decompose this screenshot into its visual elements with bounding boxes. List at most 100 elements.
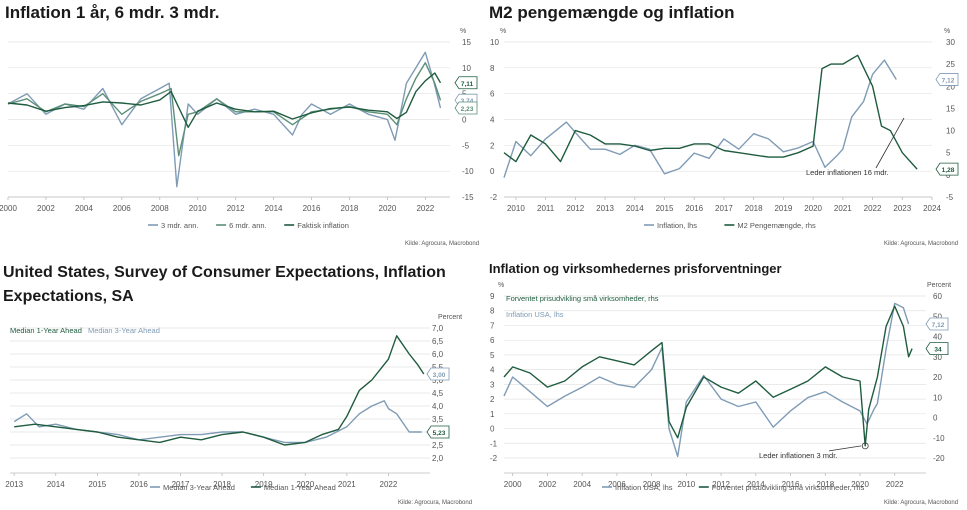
end-value-label: 7,11	[454, 76, 478, 90]
x-tick-label: 2010	[677, 480, 695, 489]
x-tick-label: 2013	[596, 204, 614, 213]
y-tick-label-left: 7	[490, 321, 495, 330]
x-tick-label: 2016	[782, 480, 800, 489]
chart-panel-expectations: United States, Survey of Consumer Expect…	[0, 258, 483, 510]
annotation-arrow	[875, 117, 905, 169]
y-tick-label-left: 8	[490, 307, 495, 316]
end-value-label: 2,23	[454, 101, 478, 115]
end-value-box	[454, 76, 478, 90]
x-tick-label: 2016	[130, 480, 148, 489]
annotation-text: Leder inflationen 3 mdr.	[759, 451, 837, 460]
chart-title: Inflation og virksomhedernes prisforvent…	[489, 261, 782, 276]
x-tick-label: 2015	[656, 204, 674, 213]
series-line	[7, 62, 442, 157]
chart-title: Inflation 1 år, 6 mdr. 3 mdr.	[5, 3, 220, 22]
end-value-box	[426, 367, 450, 381]
y-unit-label-right: %	[944, 28, 950, 35]
x-tick-label: 2024	[923, 204, 941, 213]
y-tick-label-left: 3	[490, 380, 495, 389]
y-tick-label: 2,5	[432, 441, 444, 450]
x-tick-label: 2015	[88, 480, 106, 489]
x-tick-label: 2021	[834, 204, 852, 213]
x-tick-label: 2014	[265, 204, 283, 213]
y-tick-label-left: -2	[490, 454, 498, 463]
y-tick-label-left: -1	[490, 439, 498, 448]
x-tick-label: 2014	[747, 480, 765, 489]
line-chart: 7,06,56,05,55,04,54,03,53,02,52,0Percent…	[5, 314, 462, 492]
end-value-text: 5,23	[433, 430, 446, 437]
x-tick-label: 2004	[75, 204, 93, 213]
y-tick-label: 6,5	[432, 337, 444, 346]
chart-title: United States, Survey of Consumer Expect…	[3, 264, 446, 305]
end-value-text: 34	[934, 347, 942, 354]
x-tick-label: 2006	[608, 480, 626, 489]
chart-source: Kilde: Agrocura, Macrobond	[884, 500, 959, 506]
end-value-text: 7,12	[932, 322, 945, 329]
chart-title: M2 pengemængde og inflation	[489, 3, 735, 22]
inplot-legend-label: Median 1-Year Ahead	[10, 326, 82, 335]
x-tick-label: 2010	[189, 204, 207, 213]
x-tick-label: 2012	[566, 204, 584, 213]
x-tick-label: 2002	[539, 480, 557, 489]
y-tick-label-right: 50	[933, 312, 942, 321]
y-tick-label-left: 10	[490, 38, 499, 47]
end-value-box	[925, 317, 949, 331]
x-tick-label: 2018	[213, 480, 231, 489]
end-value-box	[925, 342, 949, 356]
y-tick-label: -5	[462, 141, 470, 150]
x-tick-label: 2006	[113, 204, 131, 213]
y-tick-label-right: -5	[946, 193, 954, 202]
end-value-text: 2,23	[461, 106, 474, 113]
x-tick-label: 2022	[416, 204, 434, 213]
end-value-box	[454, 101, 478, 115]
y-tick-label-right: 30	[933, 353, 942, 362]
x-tick-label: 2016	[303, 204, 321, 213]
x-tick-label: 2002	[37, 204, 55, 213]
y-tick-label-left: 2	[490, 141, 495, 150]
end-value-label: 7,12	[935, 73, 959, 86]
legend-label: Median 1-Year Ahead	[264, 483, 336, 492]
x-tick-label: 2019	[255, 480, 273, 489]
y-tick-label-left: 4	[490, 116, 495, 125]
y-tick-label: 2,0	[432, 454, 444, 463]
x-tick-label: 2019	[774, 204, 792, 213]
y-tick-label: 3,5	[432, 415, 444, 424]
y-tick-label: -15	[462, 193, 474, 202]
y-unit-label: Percent	[438, 314, 462, 321]
line-chart: 151050-5-10-15%2000200220042006200820102…	[0, 28, 478, 230]
x-tick-label: 2018	[816, 480, 834, 489]
x-tick-label: 2018	[341, 204, 359, 213]
y-tick-label-left: 6	[490, 90, 495, 99]
y-tick-label-left: 0	[490, 425, 495, 434]
chart-source: Kilde: Agrocura, Macrobond	[398, 500, 473, 506]
x-tick-label: 2011	[537, 204, 555, 213]
series-line	[7, 72, 442, 128]
inplot-legend-label: Median 3-Year Ahead	[88, 326, 160, 335]
series-line	[14, 335, 425, 446]
y-tick-label-right: 10	[933, 393, 942, 402]
y-tick-label-left: -2	[490, 193, 498, 202]
end-value-box	[935, 162, 959, 176]
y-tick-label-left: 9	[490, 292, 495, 301]
y-tick-label: 10	[462, 64, 471, 73]
x-tick-label: 2012	[712, 480, 730, 489]
x-tick-label: 2008	[151, 204, 169, 213]
series-line	[503, 59, 897, 178]
chart-panel-business-expectations: Inflation og virksomhedernes prisforvent…	[484, 258, 967, 510]
x-tick-label: 2022	[864, 204, 882, 213]
y-tick-label-right: 5	[946, 149, 951, 158]
x-tick-label: 2017	[715, 204, 733, 213]
series-line	[503, 305, 913, 447]
chart-panel-m2: M2 pengemængde og inflation 10 8 6 4 2 0 -2 30 2…	[484, 0, 967, 255]
y-tick-label-left: 6	[490, 336, 495, 345]
x-tick-label: 2020	[296, 480, 314, 489]
y-unit-label-left: %	[500, 28, 506, 35]
inplot-legend-label: Inflation USA, lhs	[506, 310, 564, 319]
annotation-marker	[861, 442, 869, 450]
legend-label: 6 mdr. ann.	[229, 221, 267, 230]
y-tick-label: 5,5	[432, 363, 444, 372]
annotation-text: Leder inflationen 16 mdr.	[806, 168, 889, 177]
y-tick-label-right: 60	[933, 292, 942, 301]
y-unit-label: %	[460, 28, 466, 35]
x-tick-label: 2013	[5, 480, 23, 489]
